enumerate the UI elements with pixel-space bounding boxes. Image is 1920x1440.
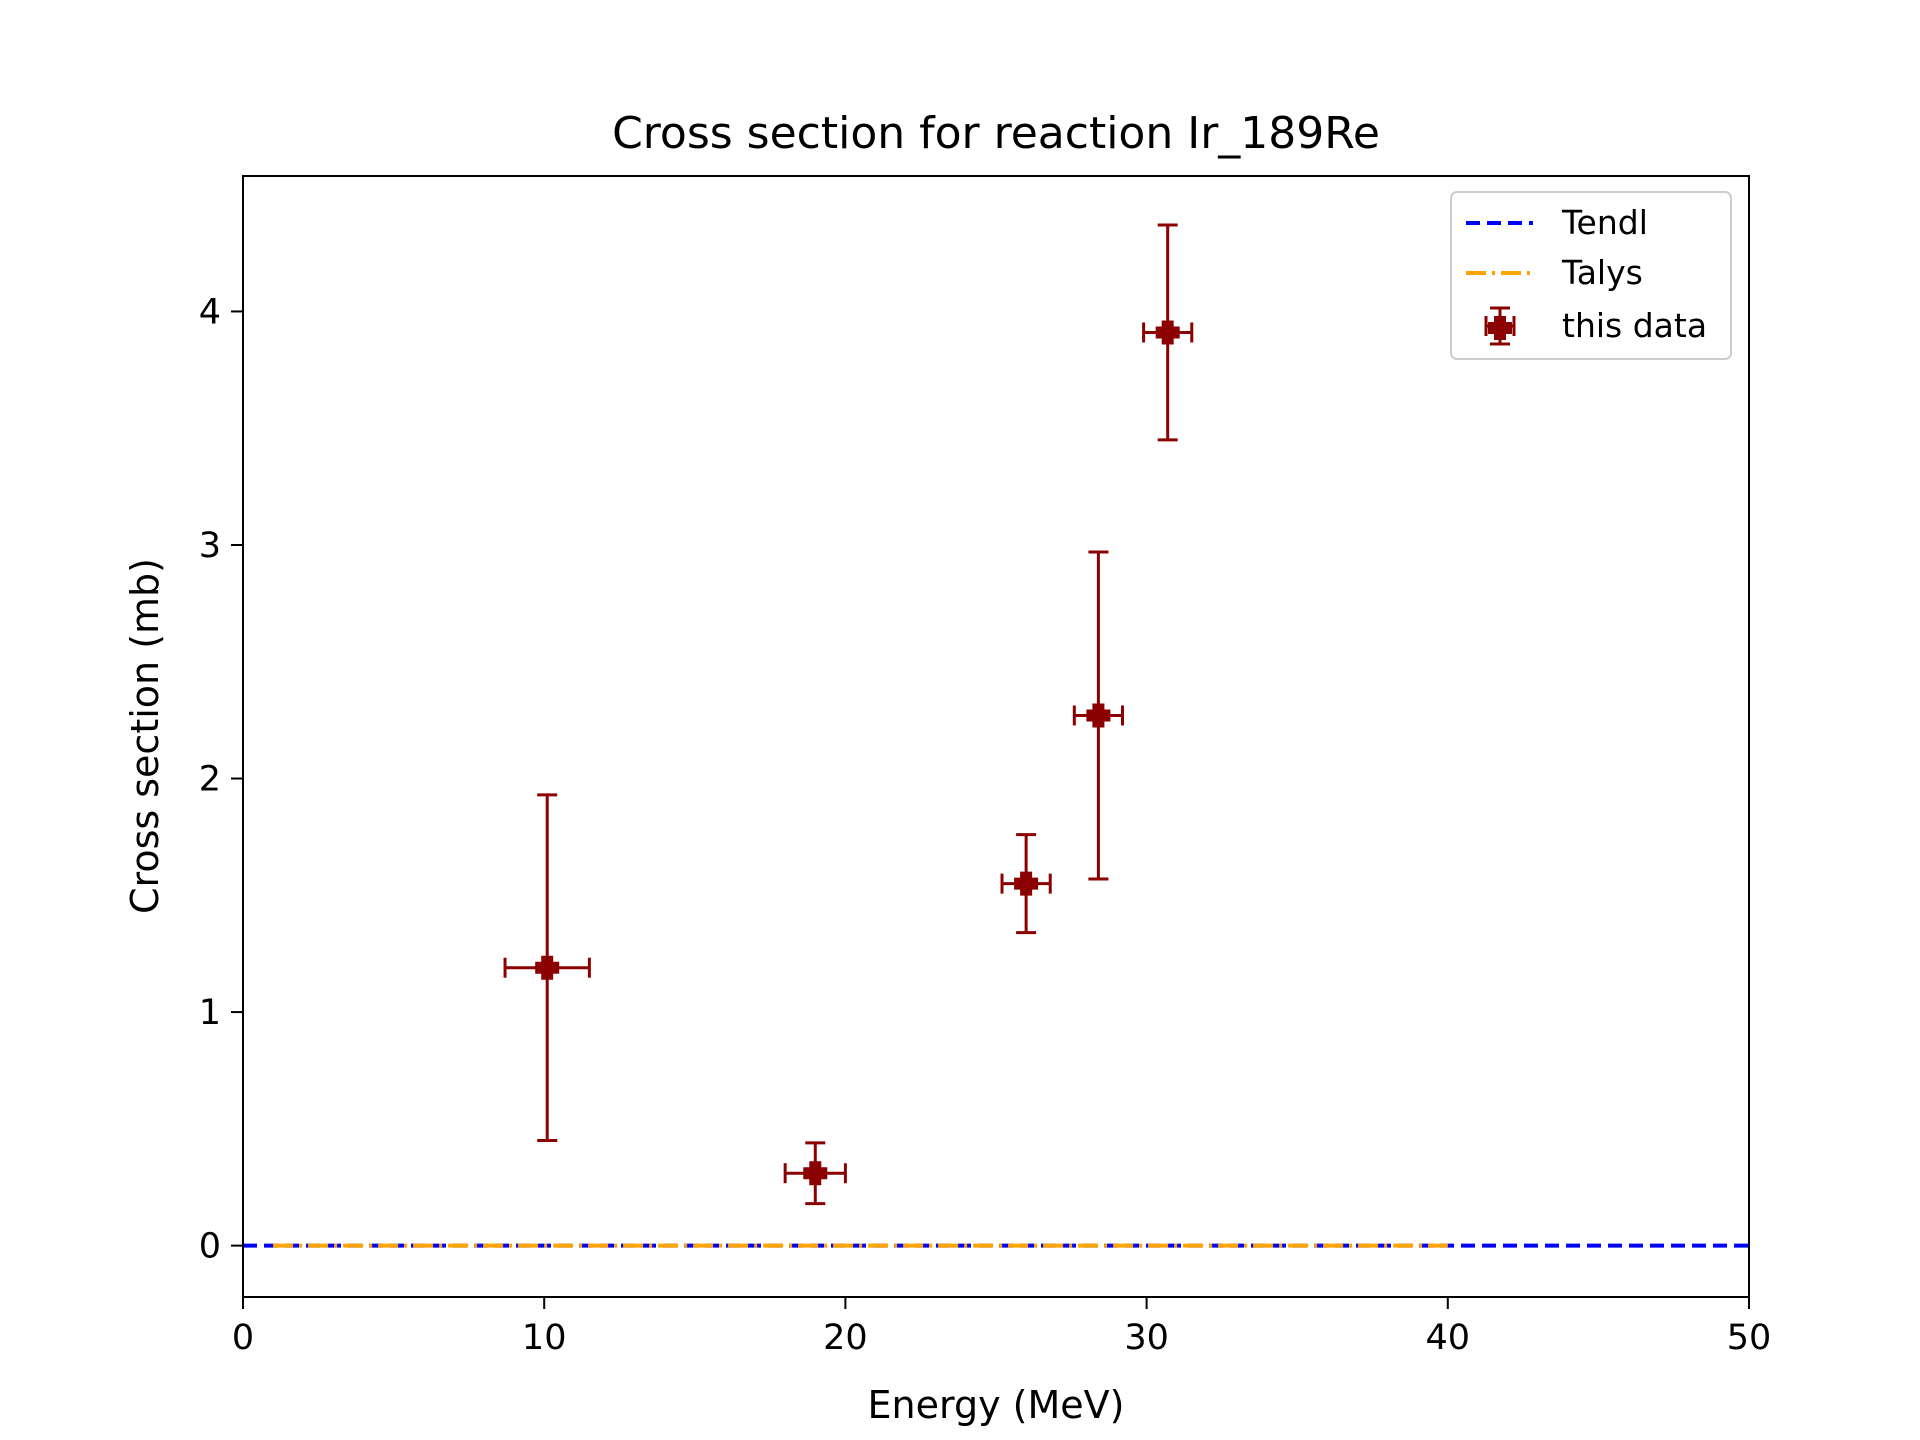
y-tick-label: 4 (199, 292, 221, 332)
x-tick-label: 0 (232, 1318, 254, 1358)
data-point (1142, 223, 1194, 442)
y-axis-label: Cross section (mb) (123, 558, 167, 914)
y-axis: 0 1 2 3 4 (199, 292, 243, 1267)
x-tick-label: 30 (1124, 1318, 1169, 1358)
legend-data-label: this data (1562, 306, 1707, 345)
data-point (503, 793, 591, 1143)
chart-title: Cross section for reaction Ir_189Re (612, 108, 1380, 159)
data-point (1072, 550, 1125, 881)
x-axis-label: Energy (MeV) (868, 1383, 1125, 1427)
y-tick-label: 2 (199, 760, 221, 800)
plot-frame (242, 175, 1750, 1298)
legend-tendl-label: Tendl (1561, 203, 1648, 242)
legend-box (1450, 191, 1732, 360)
x-tick-label: 20 (823, 1318, 868, 1358)
x-tick-label: 50 (1727, 1318, 1772, 1358)
y-tick-label: 3 (199, 526, 221, 566)
data-point (1000, 833, 1052, 935)
legend-data-swatch (1484, 306, 1516, 346)
y-tick-label: 1 (199, 993, 221, 1033)
x-axis: 0 10 20 30 40 50 (232, 1297, 1771, 1358)
errorbar-layer (503, 223, 1194, 1206)
legend: Tendl Talys this data (1450, 191, 1732, 360)
legend-talys-label: Talys (1561, 253, 1643, 292)
data-point (783, 1141, 847, 1206)
x-tick-label: 10 (522, 1318, 567, 1358)
y-tick-label: 0 (199, 1227, 221, 1267)
x-tick-label: 40 (1426, 1318, 1471, 1358)
